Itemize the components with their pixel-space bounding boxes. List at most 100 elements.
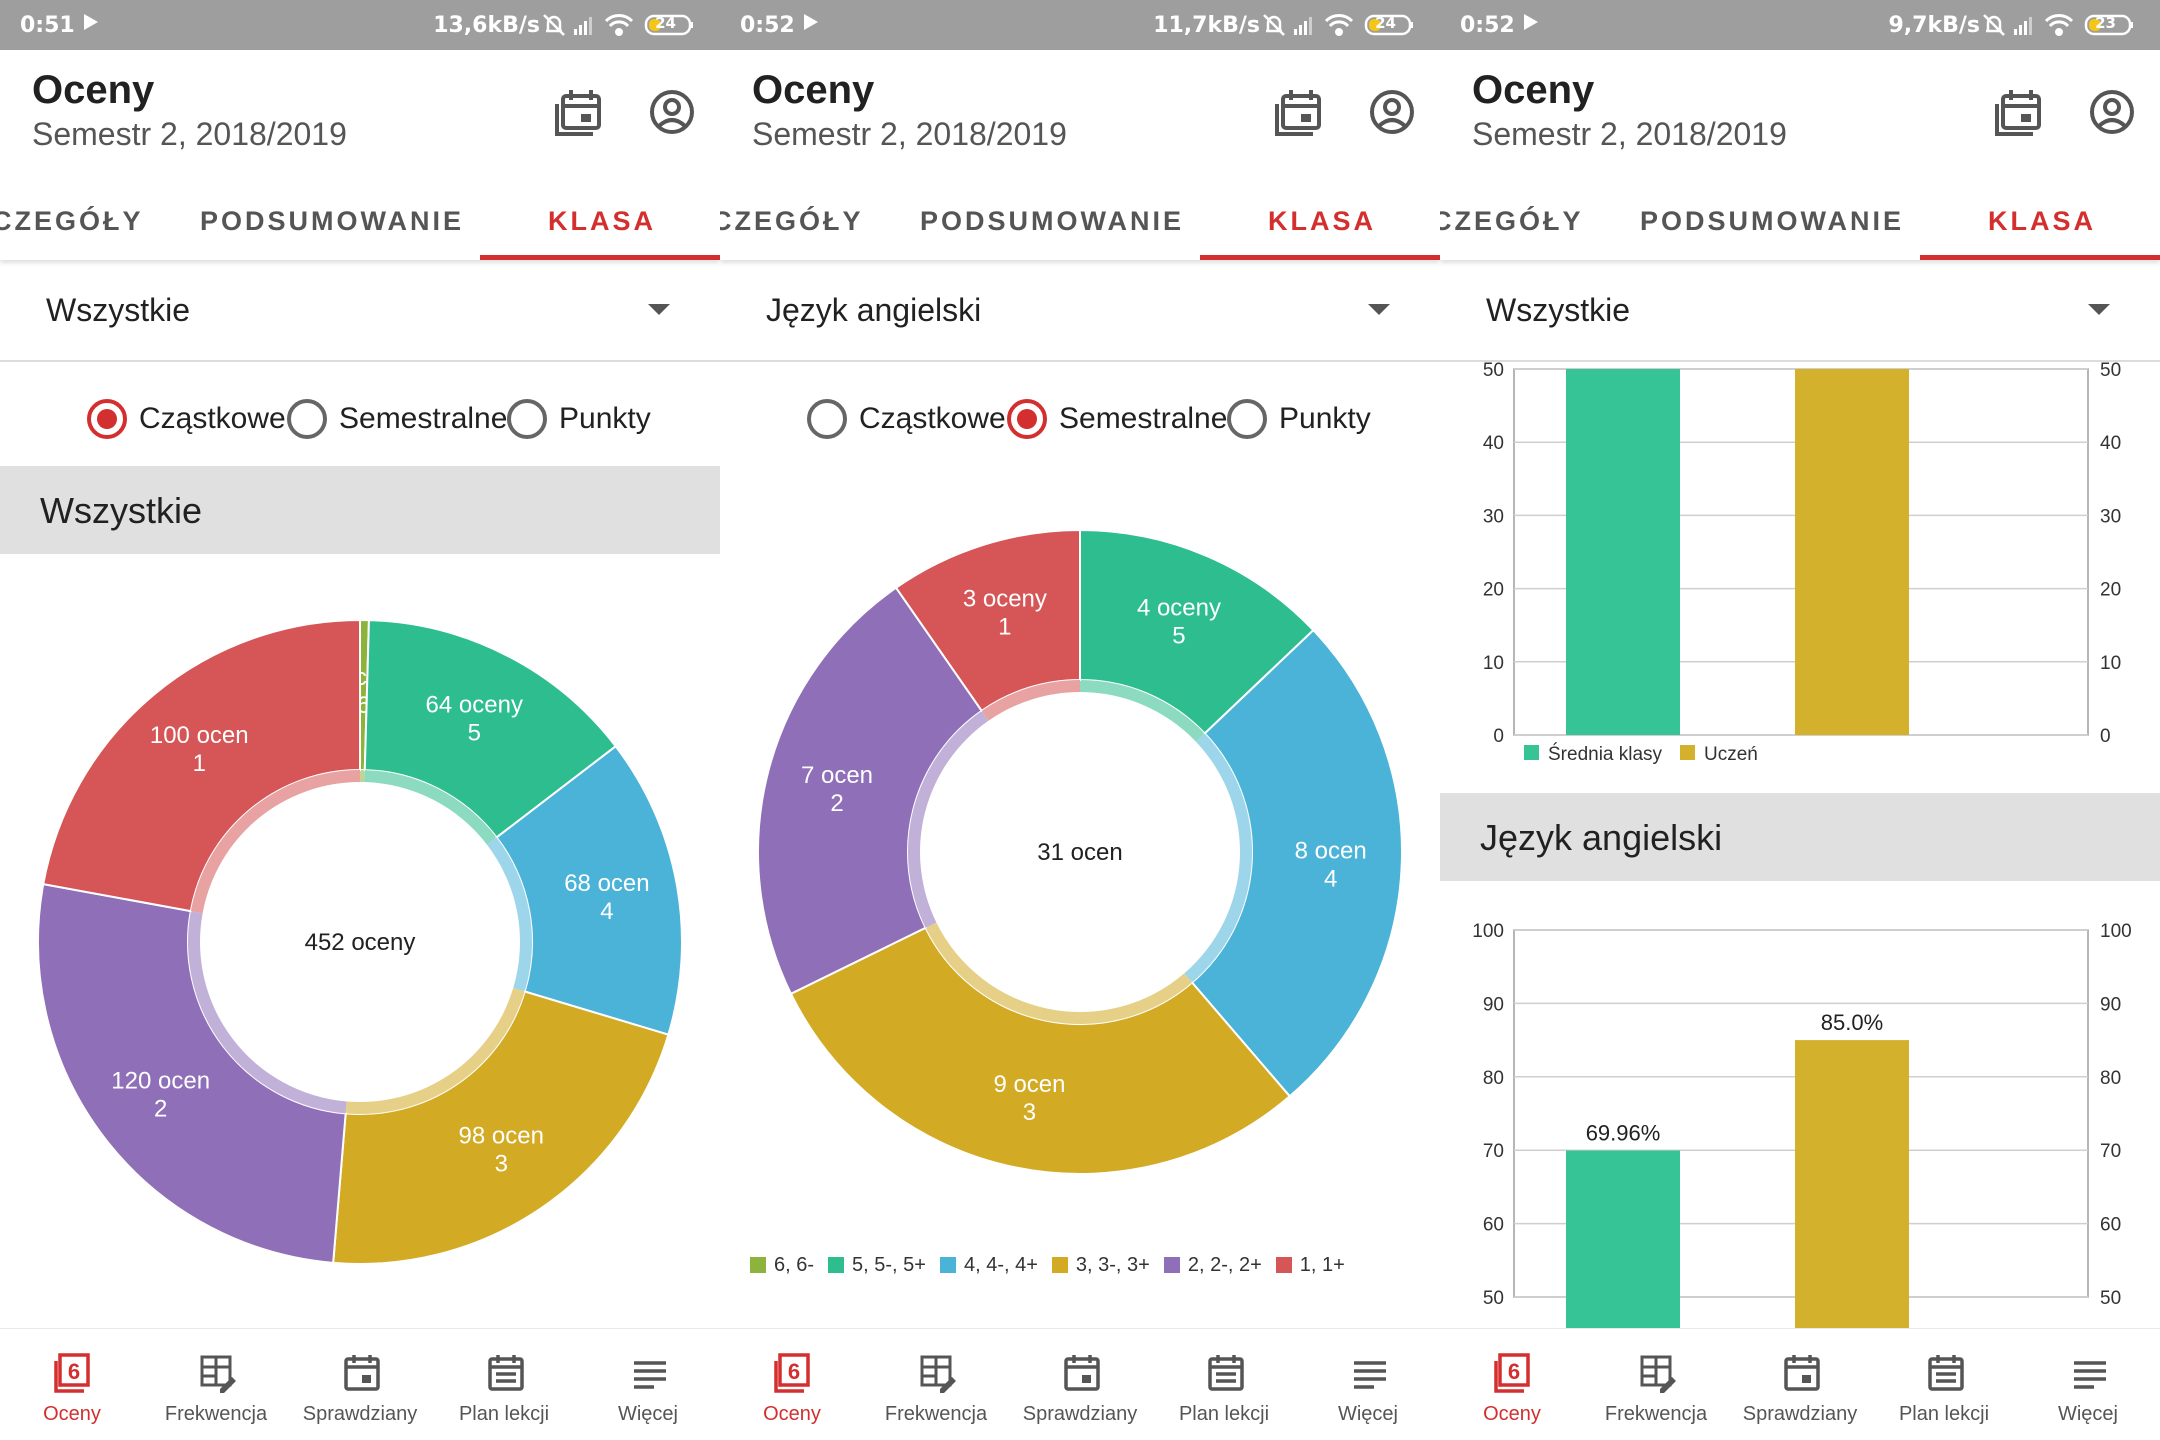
- tab-details[interactable]: CZEGÓŁY: [720, 206, 864, 236]
- tab-indicator: [480, 255, 720, 260]
- tab-class[interactable]: KLASA: [548, 206, 656, 236]
- svg-text:6: 6: [68, 1359, 80, 1384]
- nav-item-grades[interactable]: 6 Oceny: [0, 1329, 144, 1440]
- slice-grade-label: 3: [1023, 1099, 1036, 1126]
- account-icon[interactable]: [640, 80, 704, 144]
- radio-label: Semestralne: [339, 402, 508, 435]
- bar-student[interactable]: [1795, 369, 1909, 735]
- radio-label: Cząstkowe: [139, 402, 286, 435]
- nav-item-more[interactable]: Więcej: [2016, 1329, 2160, 1440]
- wifi-icon: [604, 14, 634, 36]
- nav-item-label: Sprawdziany: [1022, 1403, 1138, 1425]
- nav-item-exams[interactable]: Sprawdziany: [1008, 1329, 1152, 1440]
- nav-item-attendance[interactable]: Frekwencja: [144, 1329, 288, 1440]
- nav-item-timetable[interactable]: Plan lekcji: [1872, 1329, 2016, 1440]
- tab-class[interactable]: KLASA: [1268, 206, 1376, 236]
- y-tick-label-left: 10: [1483, 653, 1504, 674]
- exams-icon: [1064, 1355, 1100, 1391]
- tab-class[interactable]: KLASA: [1988, 206, 2096, 236]
- calendar-switch-icon[interactable]: [1265, 80, 1329, 144]
- donut-center-total: 452 oceny: [305, 929, 416, 956]
- nav-item-label: Oceny: [763, 1403, 821, 1425]
- legend-swatch: [1275, 1257, 1292, 1273]
- subject-spinner[interactable]: Wszystkie: [0, 262, 720, 362]
- bottom-navigation: 6 Oceny Frekwencja Sprawdziany Plan lekcji Wi…: [0, 1328, 720, 1440]
- bar-student[interactable]: [1795, 1040, 1909, 1330]
- tab-summary[interactable]: PODSUMOWANIE: [920, 206, 1185, 236]
- y-tick-label-left: 90: [1483, 994, 1504, 1015]
- radio-unchecked-icon: [807, 399, 847, 439]
- nav-item-timetable[interactable]: Plan lekcji: [432, 1329, 576, 1440]
- legend-label: 1, 1+: [1299, 1254, 1345, 1276]
- calendar-switch-icon[interactable]: [1985, 80, 2049, 144]
- nav-item-label: Plan lekcji: [1898, 1403, 1990, 1425]
- grades-icon: 6: [54, 1353, 90, 1393]
- nav-item-more[interactable]: Więcej: [576, 1329, 720, 1440]
- donut-center-total: 31 ocen: [1037, 839, 1122, 866]
- tab-summary[interactable]: PODSUMOWANIE: [1640, 206, 1905, 236]
- y-tick-label-left: 60: [1483, 1215, 1504, 1236]
- slice-count-label: 3 oceny: [963, 586, 1047, 613]
- english-bar-chart: 50 50 60 60 70 70 80 80 90 90 100 100 69.96% 85.0%: [1472, 921, 2132, 1330]
- signal-icon: [1294, 17, 1312, 35]
- more-icon: [634, 1361, 666, 1389]
- nav-item-exams[interactable]: Sprawdziany: [288, 1329, 432, 1440]
- nav-item-more[interactable]: Więcej: [1296, 1329, 1440, 1440]
- section-title: Język angielski: [1480, 817, 1723, 858]
- nav-item-grades[interactable]: 6 Oceny: [1440, 1329, 1584, 1440]
- page-title: Oceny: [32, 68, 155, 112]
- account-icon[interactable]: [2080, 80, 2144, 144]
- nav-item-attendance[interactable]: Frekwencja: [864, 1329, 1008, 1440]
- bar-class-average[interactable]: [1566, 369, 1680, 735]
- y-tick-label-right: 60: [2100, 1215, 2121, 1236]
- slice-grade-label: 2: [830, 790, 843, 817]
- donut-inner-ring-segment: [345, 988, 525, 1114]
- slice-count-label: 8 ocen: [1295, 838, 1367, 865]
- tab-details[interactable]: CZEGÓŁY: [1440, 206, 1584, 236]
- legend-item: 1, 1+: [1275, 1254, 1345, 1277]
- section-title: Wszystkie: [40, 490, 202, 531]
- nav-item-grades[interactable]: 6 Oceny: [720, 1329, 864, 1440]
- donut-inner-ring-segment: [1080, 680, 1205, 742]
- subject-spinner[interactable]: Język angielski: [720, 262, 1440, 362]
- timetable-icon: [488, 1355, 524, 1391]
- attendance-icon: [920, 1355, 956, 1393]
- tab-summary[interactable]: PODSUMOWANIE: [200, 206, 465, 236]
- y-tick-label-left: 20: [1483, 580, 1504, 601]
- bar-value-label: 69.96%: [1586, 1120, 1661, 1145]
- y-tick-label-right: 0: [2100, 726, 2111, 747]
- nav-item-exams[interactable]: Sprawdziany: [1728, 1329, 1872, 1440]
- attendance-icon: [1640, 1355, 1676, 1393]
- all-subjects-bar-chart: 0 0 10 10 20 20 30 30 40 40 50 50 Średnia klasy Uczeń: [1483, 362, 2121, 765]
- y-tick-label-left: 80: [1483, 1068, 1504, 1089]
- svg-text:6: 6: [1508, 1359, 1520, 1384]
- app-bar: Oceny Semestr 2, 2018/2019 CZEGÓŁY PODSU…: [1440, 50, 2160, 260]
- mute-bell-icon: [543, 14, 565, 36]
- y-tick-label-left: 100: [1472, 921, 1504, 942]
- status-time: 0:51: [20, 13, 75, 38]
- slice-grade-label: 5: [468, 720, 481, 747]
- y-tick-label-left: 0: [1493, 726, 1504, 747]
- donut-inner-ring-segment: [190, 770, 360, 914]
- battery-level: 24: [655, 14, 676, 32]
- bar-class-average[interactable]: [1566, 1150, 1680, 1330]
- radio-label: Semestralne: [1059, 402, 1228, 435]
- legend-swatch: [1524, 745, 1539, 760]
- nav-item-timetable[interactable]: Plan lekcji: [1152, 1329, 1296, 1440]
- media-play-icon: [1524, 14, 1538, 30]
- donut-inner-ring-segment: [360, 770, 365, 783]
- tab-details[interactable]: CZEGÓŁY: [0, 206, 144, 236]
- nav-item-attendance[interactable]: Frekwencja: [1584, 1329, 1728, 1440]
- account-icon[interactable]: [1360, 80, 1424, 144]
- calendar-switch-icon[interactable]: [545, 80, 609, 144]
- y-tick-label-right: 50: [2100, 1288, 2121, 1309]
- dropdown-arrow-icon: [2088, 304, 2110, 315]
- nav-item-label: Plan lekcji: [1178, 1403, 1270, 1425]
- exams-icon: [344, 1355, 380, 1391]
- subject-spinner[interactable]: Wszystkie: [1440, 262, 2160, 362]
- media-play-icon: [84, 14, 98, 30]
- nav-item-label: Sprawdziany: [1742, 1403, 1858, 1425]
- y-tick-label-right: 50: [2100, 362, 2121, 381]
